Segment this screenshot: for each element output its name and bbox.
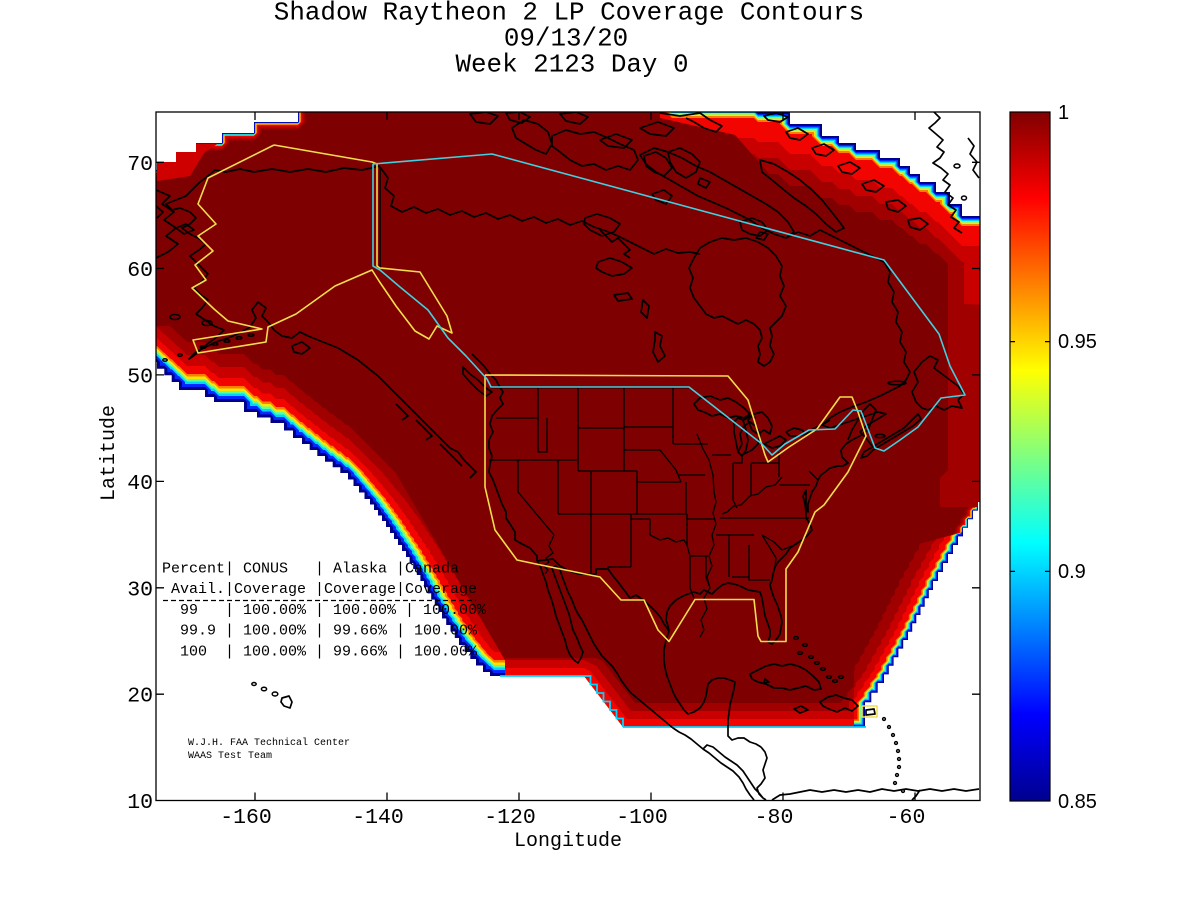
svg-text:50: 50 [127,365,153,389]
svg-text:99.9 | 100.00% | 99.66% | 100.: 99.9 | 100.00% | 99.66% | 100.00% [162,623,478,640]
svg-text:-120: -120 [484,806,536,830]
svg-text:W.J.H. FAA Technical Center: W.J.H. FAA Technical Center [188,737,350,749]
svg-text:-100: -100 [616,806,668,830]
svg-text:WAAS Test Team: WAAS Test Team [188,751,272,762]
svg-text:70: 70 [127,153,153,177]
svg-text:Longitude: Longitude [514,830,622,853]
svg-text:Week 2123 Day 0: Week 2123 Day 0 [455,50,688,80]
svg-text:Avail.|Coverage |Coverage|Cove: Avail.|Coverage |Coverage|Coverage [162,581,477,598]
svg-text:Latitude: Latitude [98,405,121,501]
svg-text:10: 10 [127,791,153,815]
svg-text:0.85: 0.85 [1058,791,1097,813]
svg-text:30: 30 [127,578,153,602]
svg-text:09/13/20: 09/13/20 [504,24,628,54]
svg-text:0.9: 0.9 [1058,561,1086,583]
svg-text:-60: -60 [887,806,926,830]
svg-text:1: 1 [1058,102,1069,124]
svg-text:0.95: 0.95 [1058,331,1097,353]
svg-text:-140: -140 [352,806,404,830]
svg-text:60: 60 [127,259,153,283]
svg-text:40: 40 [127,472,153,496]
svg-text:-160: -160 [220,806,272,830]
svg-text:20: 20 [127,685,153,709]
svg-text:99 | 100.00% | 100.00% | 100: 99 | 100.00% | 100.00% | 100.00% [162,602,487,619]
svg-text:-80: -80 [755,806,794,830]
svg-text:Percent| CONUS | Alaska |Can: Percent| CONUS | Alaska |Canada [162,561,459,578]
svg-text:100 | 100.00% | 99.66% | 100.: 100 | 100.00% | 99.66% | 100.00% [162,644,478,661]
svg-text:Shadow Raytheon 2 LP Coverage: Shadow Raytheon 2 LP Coverage Contours [274,0,864,28]
